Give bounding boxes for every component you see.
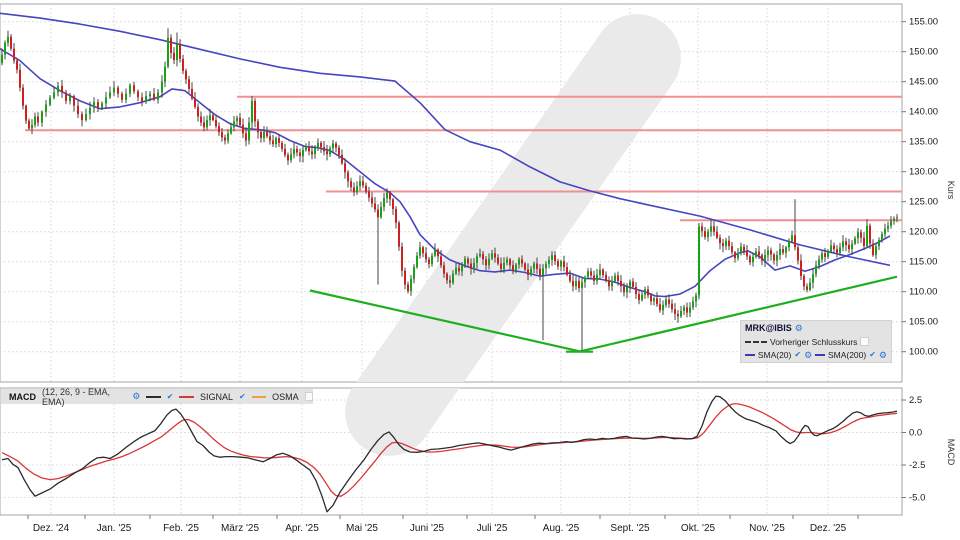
svg-text:Apr. '25: Apr. '25 (285, 523, 319, 534)
svg-text:125.00: 125.00 (909, 197, 938, 208)
time-axis: Dez. '24 Jan. '25 Feb. '25 März '25 Apr. '25… (27, 515, 859, 534)
legend-symbol-row: MRK@IBIS ⚙ (745, 323, 887, 333)
sma20-label: SMA(20) (757, 350, 792, 360)
svg-text:-2.5: -2.5 (909, 460, 925, 471)
osma-checkbox[interactable] (304, 392, 313, 401)
chart-legend: MRK@IBIS ⚙ Vorheriger Schlusskurs SMA(20… (740, 320, 892, 363)
svg-text:140.00: 140.00 (909, 107, 938, 118)
svg-text:Dez. '25: Dez. '25 (810, 523, 847, 534)
svg-text:Mai '25: Mai '25 (346, 523, 378, 534)
sma200-line-sample (815, 354, 825, 356)
svg-text:155.00: 155.00 (909, 17, 938, 28)
osma-label: OSMA (272, 391, 299, 402)
signal-line-sample (179, 395, 194, 398)
svg-text:130.00: 130.00 (909, 167, 938, 178)
sma20-checkbox[interactable]: ✔ (794, 350, 802, 359)
sma200-checkbox[interactable]: ✔ (869, 350, 876, 359)
watermark-slash (345, 14, 681, 382)
symbol-gear-icon[interactable]: ⚙ (794, 322, 803, 333)
svg-text:Sept. '25: Sept. '25 (610, 523, 650, 534)
prev-close-checkbox[interactable] (860, 337, 870, 346)
svg-text:März '25: März '25 (221, 523, 259, 534)
svg-text:Okt. '25: Okt. '25 (681, 523, 716, 534)
svg-text:150.00: 150.00 (909, 47, 938, 58)
price-axis-title: Kurs (946, 181, 956, 200)
sma20-line-sample (745, 354, 755, 356)
macd-line-sample (146, 395, 161, 398)
signal-line (1, 403, 898, 497)
signal-checkbox[interactable]: ✔ (238, 391, 246, 401)
legend-prev-close-row: Vorheriger Schlusskurs (745, 337, 887, 347)
svg-text:Dez. '24: Dez. '24 (33, 523, 70, 534)
svg-text:135.00: 135.00 (909, 137, 938, 148)
signal-label: SIGNAL (199, 391, 233, 402)
svg-text:105.00: 105.00 (909, 317, 938, 328)
svg-text:0.0: 0.0 (909, 428, 922, 439)
macd-checkbox[interactable]: ✔ (166, 391, 174, 401)
svg-text:Juni '25: Juni '25 (410, 523, 445, 534)
svg-text:Feb. '25: Feb. '25 (163, 523, 199, 534)
svg-text:100.00: 100.00 (909, 347, 938, 358)
prev-close-line-sample (745, 340, 767, 343)
svg-text:Juli '25: Juli '25 (477, 523, 508, 534)
legend-sma-row: SMA(20) ✔ ⚙ SMA(200) ✔ ⚙ (745, 350, 887, 360)
sma200-label: SMA(200) (827, 350, 867, 360)
macd-label: MACD (9, 391, 36, 402)
svg-text:Aug. '25: Aug. '25 (543, 523, 580, 534)
price-axis: 155.00 150.00 145.00 140.00 135.00 130.00 125.… (902, 17, 956, 504)
sma20-gear-icon[interactable]: ⚙ (804, 349, 813, 360)
candlestick-series (1, 28, 898, 351)
svg-text:Jan. '25: Jan. '25 (97, 523, 132, 534)
sma200-line (0, 12, 891, 267)
symbol-label: MRK@IBIS (745, 323, 792, 333)
svg-text:-5.0: -5.0 (909, 493, 925, 504)
macd-axis-title: MACD (946, 439, 956, 466)
osma-line-sample (251, 395, 267, 398)
macd-legend-bar: MACD (12, 26, 9 - EMA, EMA) ⚙ ✔ SIGNAL ✔… (1, 386, 313, 407)
prev-close-label: Vorheriger Schlusskurs (770, 336, 858, 347)
svg-text:Nov. '25: Nov. '25 (749, 523, 785, 534)
main-series (0, 12, 902, 353)
svg-text:145.00: 145.00 (909, 77, 938, 88)
sma200-gear-icon[interactable]: ⚙ (878, 349, 887, 360)
macd-line (1, 395, 898, 513)
macd-params-label: (12, 26, 9 - EMA, EMA) (42, 386, 111, 407)
macd-gear-icon[interactable]: ⚙ (132, 391, 141, 401)
svg-text:2.5: 2.5 (909, 395, 922, 406)
macd-panel (0, 387, 903, 516)
svg-text:120.00: 120.00 (909, 227, 938, 238)
svg-text:110.00: 110.00 (909, 287, 937, 298)
macd-series (1, 395, 898, 513)
svg-text:115.00: 115.00 (909, 257, 937, 268)
